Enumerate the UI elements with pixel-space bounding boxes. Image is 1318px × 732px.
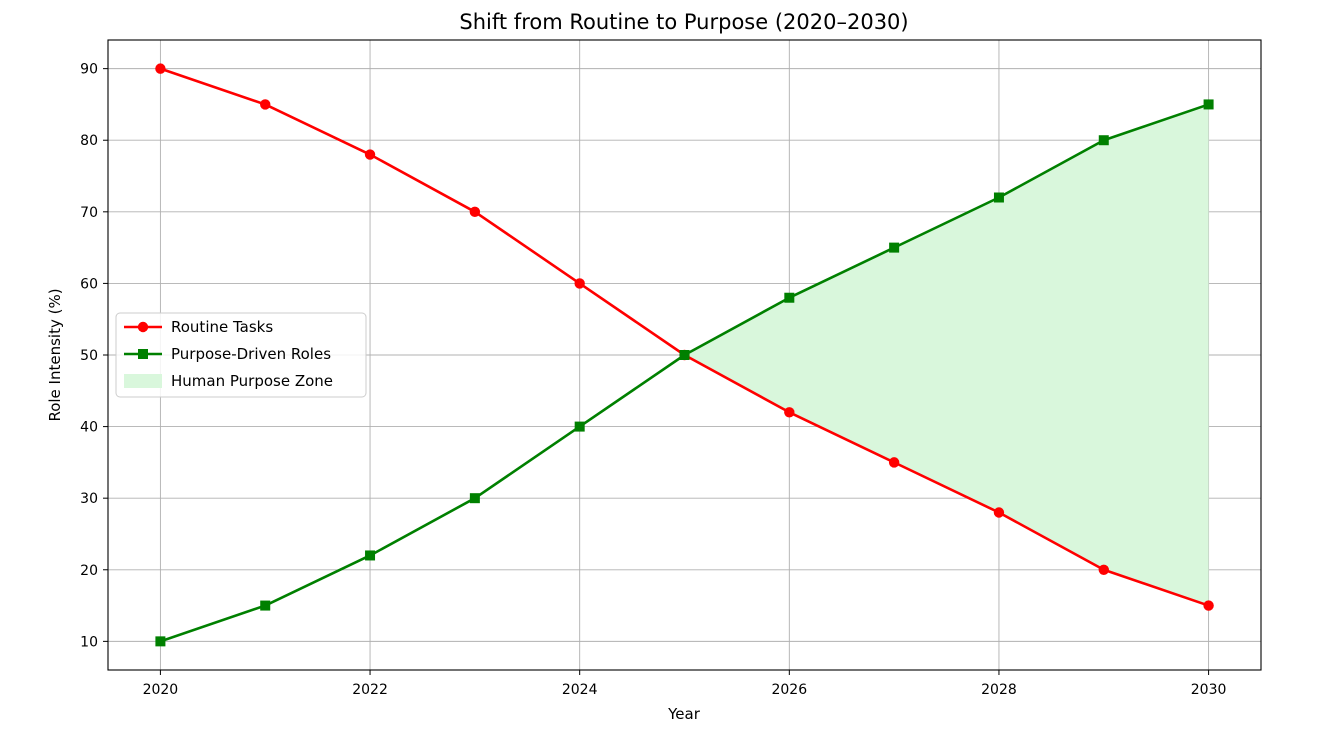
y-tick-label: 10 — [80, 634, 98, 650]
legend: Routine Tasks Purpose-Driven Roles Human P… — [115, 312, 367, 398]
data-point-routine-tasks — [784, 407, 795, 418]
y-tick-label: 60 — [80, 276, 98, 292]
data-point-purpose-driven-roles — [260, 600, 271, 611]
data-point-purpose-driven-roles — [784, 292, 795, 303]
legend-label-human-purpose-zone: Human Purpose Zone — [171, 372, 333, 390]
data-point-routine-tasks — [993, 507, 1005, 518]
data-point-purpose-driven-roles — [1203, 99, 1214, 110]
y-tick-label: 80 — [80, 133, 98, 149]
x-tick-label: 2030 — [1191, 682, 1227, 698]
y-tick-label: 70 — [80, 205, 98, 221]
data-point-purpose-driven-roles — [155, 636, 166, 647]
fill-region-human-purpose-zone — [684, 104, 1209, 606]
data-point-routine-tasks — [574, 278, 585, 289]
y-tick-label: 30 — [80, 491, 98, 507]
x-tick-label: 2022 — [352, 682, 388, 698]
data-point-routine-tasks — [155, 63, 166, 74]
data-point-purpose-driven-roles — [679, 350, 690, 360]
x-axis-label: Year — [667, 705, 701, 723]
data-point-routine-tasks — [364, 149, 376, 160]
plot-area: 2020 2022 2024 2026 2028 20301020304050607080… — [80, 39, 1262, 698]
legend-marker-routine-tasks — [137, 321, 149, 333]
data-point-purpose-driven-roles — [1098, 135, 1109, 146]
y-tick-label: 90 — [80, 62, 98, 78]
data-point-purpose-driven-roles — [993, 192, 1004, 203]
data-point-purpose-driven-roles — [365, 550, 376, 561]
data-point-routine-tasks — [888, 457, 900, 468]
legend-patch-human-purpose-zone — [124, 374, 162, 388]
data-point-purpose-driven-roles — [469, 493, 480, 504]
x-tick-label: 2024 — [562, 682, 598, 698]
legend-box — [115, 312, 367, 398]
data-point-purpose-driven-roles — [889, 242, 900, 253]
chart-title: Shift from Routine to Purpose (2020–2030… — [459, 10, 908, 34]
y-tick-label: 50 — [80, 348, 98, 364]
legend-label-purpose-driven-roles: Purpose-Driven Roles — [171, 345, 331, 363]
data-point-purpose-driven-roles — [574, 421, 585, 432]
legend-label-routine-tasks: Routine Tasks — [171, 318, 273, 336]
x-tick-label: 2026 — [771, 682, 807, 698]
x-tick-label: 2020 — [143, 682, 179, 698]
legend-marker-purpose-driven-roles — [138, 349, 148, 359]
x-tick-label: 2028 — [981, 682, 1017, 698]
data-point-routine-tasks — [260, 99, 271, 110]
y-tick-label: 40 — [80, 420, 98, 436]
data-point-routine-tasks — [469, 206, 481, 218]
y-tick-label: 20 — [80, 563, 98, 579]
y-axis-label: Role Intensity (%) — [46, 288, 64, 421]
data-point-routine-tasks — [1203, 600, 1214, 611]
data-point-routine-tasks — [1098, 564, 1109, 575]
